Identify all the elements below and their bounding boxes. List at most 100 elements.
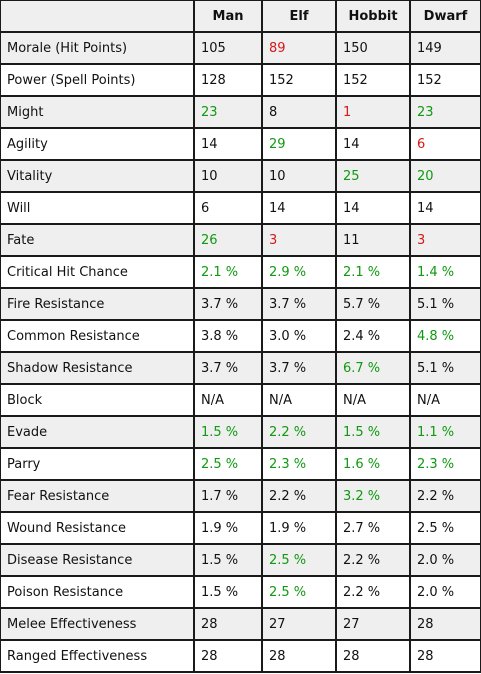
stat-value-elf: 2.2 % <box>263 417 337 449</box>
stat-value-man: 14 <box>195 129 263 161</box>
stat-label: Block <box>1 385 195 417</box>
header-corner-cell <box>1 1 195 33</box>
stat-label: Agility <box>1 129 195 161</box>
stat-value-elf: 14 <box>263 193 337 225</box>
stat-value-elf: 3.7 % <box>263 353 337 385</box>
stat-value-dwarf: 6 <box>411 129 481 161</box>
table-row: Poison Resistance 1.5 % 2.5 % 2.2 % 2.0 % <box>1 577 481 609</box>
stat-value-hobbit: 14 <box>337 193 411 225</box>
column-header-man: Man <box>195 1 263 33</box>
stat-value-hobbit: 6.7 % <box>337 353 411 385</box>
stat-value-dwarf: 1.1 % <box>411 417 481 449</box>
header-row: Man Elf Hobbit Dwarf <box>1 1 481 33</box>
stat-value-elf: 2.2 % <box>263 481 337 513</box>
stat-value-dwarf: 28 <box>411 641 481 673</box>
table-row: Fire Resistance 3.7 % 3.7 % 5.7 % 5.1 % <box>1 289 481 321</box>
stat-value-dwarf: 14 <box>411 193 481 225</box>
stat-value-dwarf: 2.3 % <box>411 449 481 481</box>
table-row: Disease Resistance 1.5 % 2.5 % 2.2 % 2.0 % <box>1 545 481 577</box>
stat-value-elf: 28 <box>263 641 337 673</box>
stat-value-dwarf: 2.2 % <box>411 481 481 513</box>
stat-value-man: N/A <box>195 385 263 417</box>
stat-label: Poison Resistance <box>1 577 195 609</box>
stat-value-man: 26 <box>195 225 263 257</box>
column-header-dwarf: Dwarf <box>411 1 481 33</box>
stat-value-hobbit: 11 <box>337 225 411 257</box>
stat-label: Parry <box>1 449 195 481</box>
table-row: Morale (Hit Points) 105 89 150 149 <box>1 33 481 65</box>
stat-value-elf: 27 <box>263 609 337 641</box>
stat-label: Wound Resistance <box>1 513 195 545</box>
stat-value-dwarf: 1.4 % <box>411 257 481 289</box>
table-header: Man Elf Hobbit Dwarf <box>1 1 481 33</box>
stat-value-man: 1.5 % <box>195 577 263 609</box>
stat-label: Power (Spell Points) <box>1 65 195 97</box>
stat-value-elf: 3.7 % <box>263 289 337 321</box>
stat-value-elf: 89 <box>263 33 337 65</box>
stat-label: Disease Resistance <box>1 545 195 577</box>
stat-value-elf: 2.3 % <box>263 449 337 481</box>
stat-value-dwarf: 5.1 % <box>411 289 481 321</box>
stat-value-elf: 8 <box>263 97 337 129</box>
table-row: Wound Resistance 1.9 % 1.9 % 2.7 % 2.5 % <box>1 513 481 545</box>
stat-value-dwarf: 4.8 % <box>411 321 481 353</box>
stat-label: Evade <box>1 417 195 449</box>
column-header-elf: Elf <box>263 1 337 33</box>
stat-value-hobbit: 28 <box>337 641 411 673</box>
stat-value-dwarf: 23 <box>411 97 481 129</box>
stat-label: Shadow Resistance <box>1 353 195 385</box>
stat-value-man: 28 <box>195 641 263 673</box>
stat-label: Morale (Hit Points) <box>1 33 195 65</box>
stat-value-hobbit: 5.7 % <box>337 289 411 321</box>
table-row: Block N/A N/A N/A N/A <box>1 385 481 417</box>
table-row: Might 23 8 1 23 <box>1 97 481 129</box>
stat-value-hobbit: 14 <box>337 129 411 161</box>
stat-value-hobbit: 2.1 % <box>337 257 411 289</box>
stat-value-man: 23 <box>195 97 263 129</box>
stat-label: Fate <box>1 225 195 257</box>
stat-value-elf: 29 <box>263 129 337 161</box>
stat-value-man: 3.7 % <box>195 289 263 321</box>
table-row: Fate 26 3 11 3 <box>1 225 481 257</box>
stat-label: Fear Resistance <box>1 481 195 513</box>
stat-label: Will <box>1 193 195 225</box>
stat-value-elf: 10 <box>263 161 337 193</box>
stat-value-dwarf: 149 <box>411 33 481 65</box>
stat-label: Fire Resistance <box>1 289 195 321</box>
stat-label: Critical Hit Chance <box>1 257 195 289</box>
stat-value-elf: 3.0 % <box>263 321 337 353</box>
stat-value-dwarf: 152 <box>411 65 481 97</box>
stat-value-hobbit: 152 <box>337 65 411 97</box>
table-row: Shadow Resistance 3.7 % 3.7 % 6.7 % 5.1 % <box>1 353 481 385</box>
table-row: Parry 2.5 % 2.3 % 1.6 % 2.3 % <box>1 449 481 481</box>
stat-value-dwarf: 20 <box>411 161 481 193</box>
table-row: Evade 1.5 % 2.2 % 1.5 % 1.1 % <box>1 417 481 449</box>
stat-value-man: 3.8 % <box>195 321 263 353</box>
stat-value-hobbit: 25 <box>337 161 411 193</box>
table-row: Ranged Effectiveness 28 28 28 28 <box>1 641 481 673</box>
stat-value-hobbit: 2.7 % <box>337 513 411 545</box>
table-row: Melee Effectiveness 28 27 27 28 <box>1 609 481 641</box>
stat-value-hobbit: 2.2 % <box>337 545 411 577</box>
stat-value-man: 3.7 % <box>195 353 263 385</box>
stat-value-hobbit: 3.2 % <box>337 481 411 513</box>
stat-label: Melee Effectiveness <box>1 609 195 641</box>
stat-value-hobbit: 27 <box>337 609 411 641</box>
stat-value-dwarf: 2.0 % <box>411 577 481 609</box>
stat-value-man: 1.5 % <box>195 417 263 449</box>
stat-label: Common Resistance <box>1 321 195 353</box>
stat-value-man: 28 <box>195 609 263 641</box>
stat-value-hobbit: N/A <box>337 385 411 417</box>
stat-value-elf: 2.5 % <box>263 577 337 609</box>
stat-value-man: 6 <box>195 193 263 225</box>
stat-value-dwarf: N/A <box>411 385 481 417</box>
stat-value-hobbit: 150 <box>337 33 411 65</box>
stat-value-hobbit: 1.5 % <box>337 417 411 449</box>
stat-value-man: 1.5 % <box>195 545 263 577</box>
stat-value-hobbit: 2.4 % <box>337 321 411 353</box>
table-row: Common Resistance 3.8 % 3.0 % 2.4 % 4.8 % <box>1 321 481 353</box>
stat-label: Vitality <box>1 161 195 193</box>
stat-value-dwarf: 5.1 % <box>411 353 481 385</box>
stat-value-elf: N/A <box>263 385 337 417</box>
